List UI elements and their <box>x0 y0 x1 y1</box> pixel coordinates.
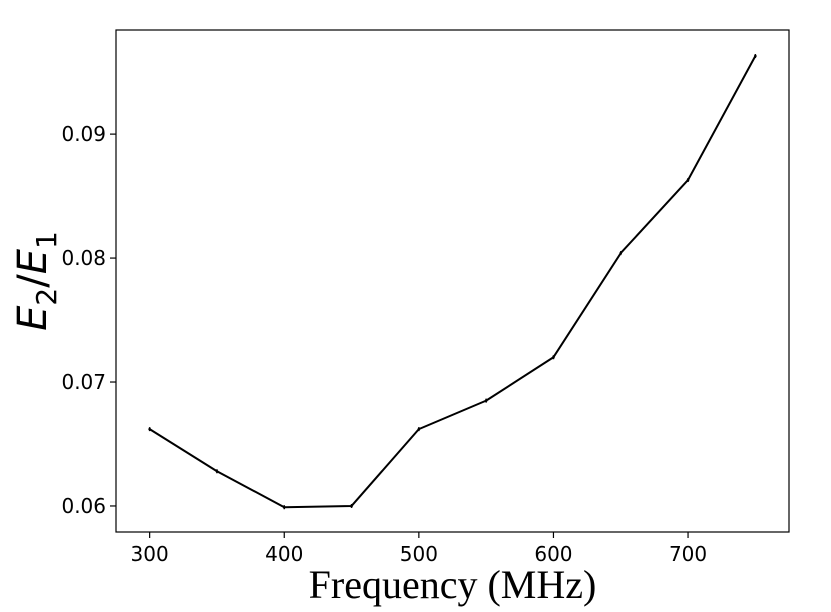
y-label-e1-subscript: 1 <box>30 231 63 249</box>
data-point <box>417 427 421 431</box>
y-tick-label: 0.08 <box>61 246 106 270</box>
y-label-slash: / <box>10 274 56 288</box>
data-point <box>552 355 555 359</box>
y-label-e1: E <box>10 248 56 274</box>
y-tick-label: 0.06 <box>61 494 106 518</box>
data-point <box>754 54 757 58</box>
x-tick-label: 700 <box>669 542 707 566</box>
data-point <box>619 251 623 255</box>
y-tick-label: 0.07 <box>61 370 106 394</box>
y-tick-label: 0.09 <box>61 122 106 146</box>
x-axis-ticks: 300 400 500 600 700 <box>131 532 707 566</box>
x-tick-label: 300 <box>131 542 169 566</box>
y-axis-ticks: 0.06 0.07 0.08 0.09 <box>61 122 116 518</box>
y-axis-label: E2/E1 <box>10 231 63 331</box>
data-point <box>350 504 353 508</box>
data-point <box>282 505 286 509</box>
data-layer <box>148 54 757 510</box>
y-label-e2-subscript: 2 <box>30 288 63 306</box>
series-line <box>149 55 757 509</box>
x-axis-label: Frequency (MHz) <box>309 562 597 607</box>
axes-frame <box>115 29 790 533</box>
data-point <box>215 469 219 473</box>
x-tick-label: 600 <box>534 542 572 566</box>
data-point <box>484 399 488 402</box>
x-tick-label: 400 <box>265 542 303 566</box>
data-point <box>686 178 690 182</box>
y-label-e2: E <box>10 305 56 331</box>
data-point <box>148 427 151 431</box>
x-tick-label: 500 <box>400 542 438 566</box>
